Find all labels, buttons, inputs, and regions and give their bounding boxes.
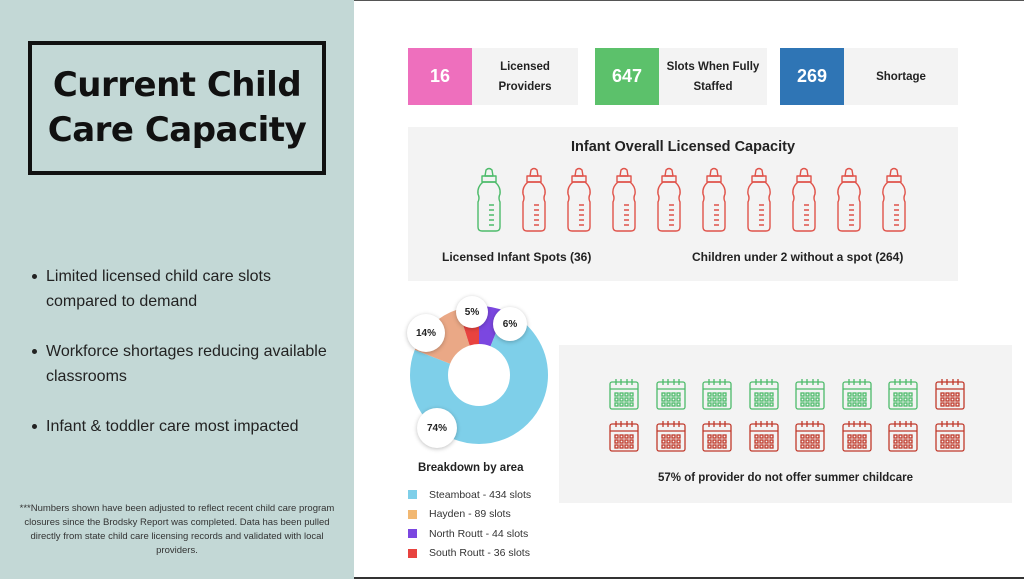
calendar-green-icon	[793, 377, 827, 411]
donut-caption: Breakdown by area	[418, 462, 524, 474]
legend-label: South Routt - 36 slots	[429, 547, 530, 560]
calendar-green-icon	[607, 377, 641, 411]
legend-label: Steamboat - 434 slots	[429, 488, 532, 501]
legend-swatch	[408, 490, 417, 500]
legend-licensed-infant: Licensed Infant Spots (36)	[442, 250, 592, 264]
stat-value: 16	[408, 48, 472, 105]
baby-bottle-red-icon	[832, 167, 866, 233]
calendar-red-icon	[886, 419, 920, 453]
donut-slice	[410, 306, 548, 444]
left-panel: Current Child Care Capacity Limited lice…	[0, 0, 354, 579]
calendar-red-icon	[793, 419, 827, 453]
summer-caption: 57% of provider do not offer summer chil…	[658, 472, 913, 484]
bullet-list: Limited licensed child care slots compar…	[30, 264, 340, 464]
baby-bottle-red-icon	[697, 167, 731, 233]
calendar-red-icon	[700, 419, 734, 453]
stat-label: Slots When Fully Staffed	[666, 60, 760, 93]
calendar-green-icon	[654, 377, 688, 411]
baby-bottle-red-icon	[652, 167, 686, 233]
infant-card-title: Infant Overall Licensed Capacity	[570, 139, 796, 155]
donut-legend: Steamboat - 434 slots Hayden - 89 slots …	[408, 485, 531, 563]
baby-bottle-red-icon	[562, 167, 596, 233]
legend-item-steamboat: Steamboat - 434 slots	[408, 485, 531, 505]
legend-label: North Routt - 44 slots	[429, 527, 529, 540]
stat-label: Licensed Providers	[498, 60, 552, 93]
calendar-red-icon	[933, 419, 967, 453]
bullet-item: Workforce shortages reducing available c…	[30, 339, 340, 389]
legend-item-south-routt: South Routt - 36 slots	[408, 544, 531, 564]
stat-value: 647	[595, 48, 659, 105]
stat-slots: 647 Slots When Fully Staffed	[595, 48, 767, 105]
baby-bottle-red-icon	[517, 167, 551, 233]
legend-item-hayden: Hayden - 89 slots	[408, 505, 531, 525]
stat-shortage: 269 Shortage	[780, 48, 958, 105]
calendar-red-icon	[654, 419, 688, 453]
stat-label: Shortage	[876, 70, 926, 83]
baby-bottle-red-icon	[877, 167, 911, 233]
calendar-green-icon	[700, 377, 734, 411]
baby-bottle-red-icon	[742, 167, 776, 233]
bottle-row	[472, 167, 912, 233]
calendar-green-icon	[747, 377, 781, 411]
summer-childcare-card: 57% of provider do not offer summer chil…	[559, 345, 1012, 503]
calendar-grid	[607, 377, 967, 461]
infant-capacity-card: Infant Overall Licensed Capacity License…	[408, 127, 958, 281]
bullet-item: Limited licensed child care slots compar…	[30, 264, 340, 314]
calendar-red-icon	[840, 419, 874, 453]
legend-item-north-routt: North Routt - 44 slots	[408, 524, 531, 544]
page-title: Current Child Care Capacity	[47, 65, 307, 150]
legend-swatch	[408, 509, 417, 519]
baby-bottle-red-icon	[607, 167, 641, 233]
calendar-green-icon	[840, 377, 874, 411]
footnote: ***Numbers shown have been adjusted to r…	[19, 503, 335, 556]
baby-bottle-red-icon	[787, 167, 821, 233]
pct-bubble-north-routt: 6%	[493, 307, 527, 341]
bullet-item: Infant & toddler care most impacted	[30, 414, 340, 439]
title-box: Current Child Care Capacity	[28, 41, 326, 175]
baby-bottle-green-icon	[472, 167, 506, 233]
stat-licensed-providers: 16 Licensed Providers	[408, 48, 578, 105]
pct-bubble-hayden: 14%	[407, 314, 445, 352]
pct-bubble-south-routt: 5%	[456, 296, 488, 328]
legend-without-spot: Children under 2 without a spot (264)	[692, 250, 904, 264]
calendar-green-icon	[886, 377, 920, 411]
calendar-red-icon	[747, 419, 781, 453]
stat-value: 269	[780, 48, 844, 105]
legend-label: Hayden - 89 slots	[429, 508, 511, 521]
pct-bubble-steamboat: 74%	[417, 408, 457, 448]
calendar-red-icon	[607, 419, 641, 453]
legend-swatch	[408, 529, 417, 539]
legend-swatch	[408, 548, 417, 558]
calendar-red-icon	[933, 377, 967, 411]
